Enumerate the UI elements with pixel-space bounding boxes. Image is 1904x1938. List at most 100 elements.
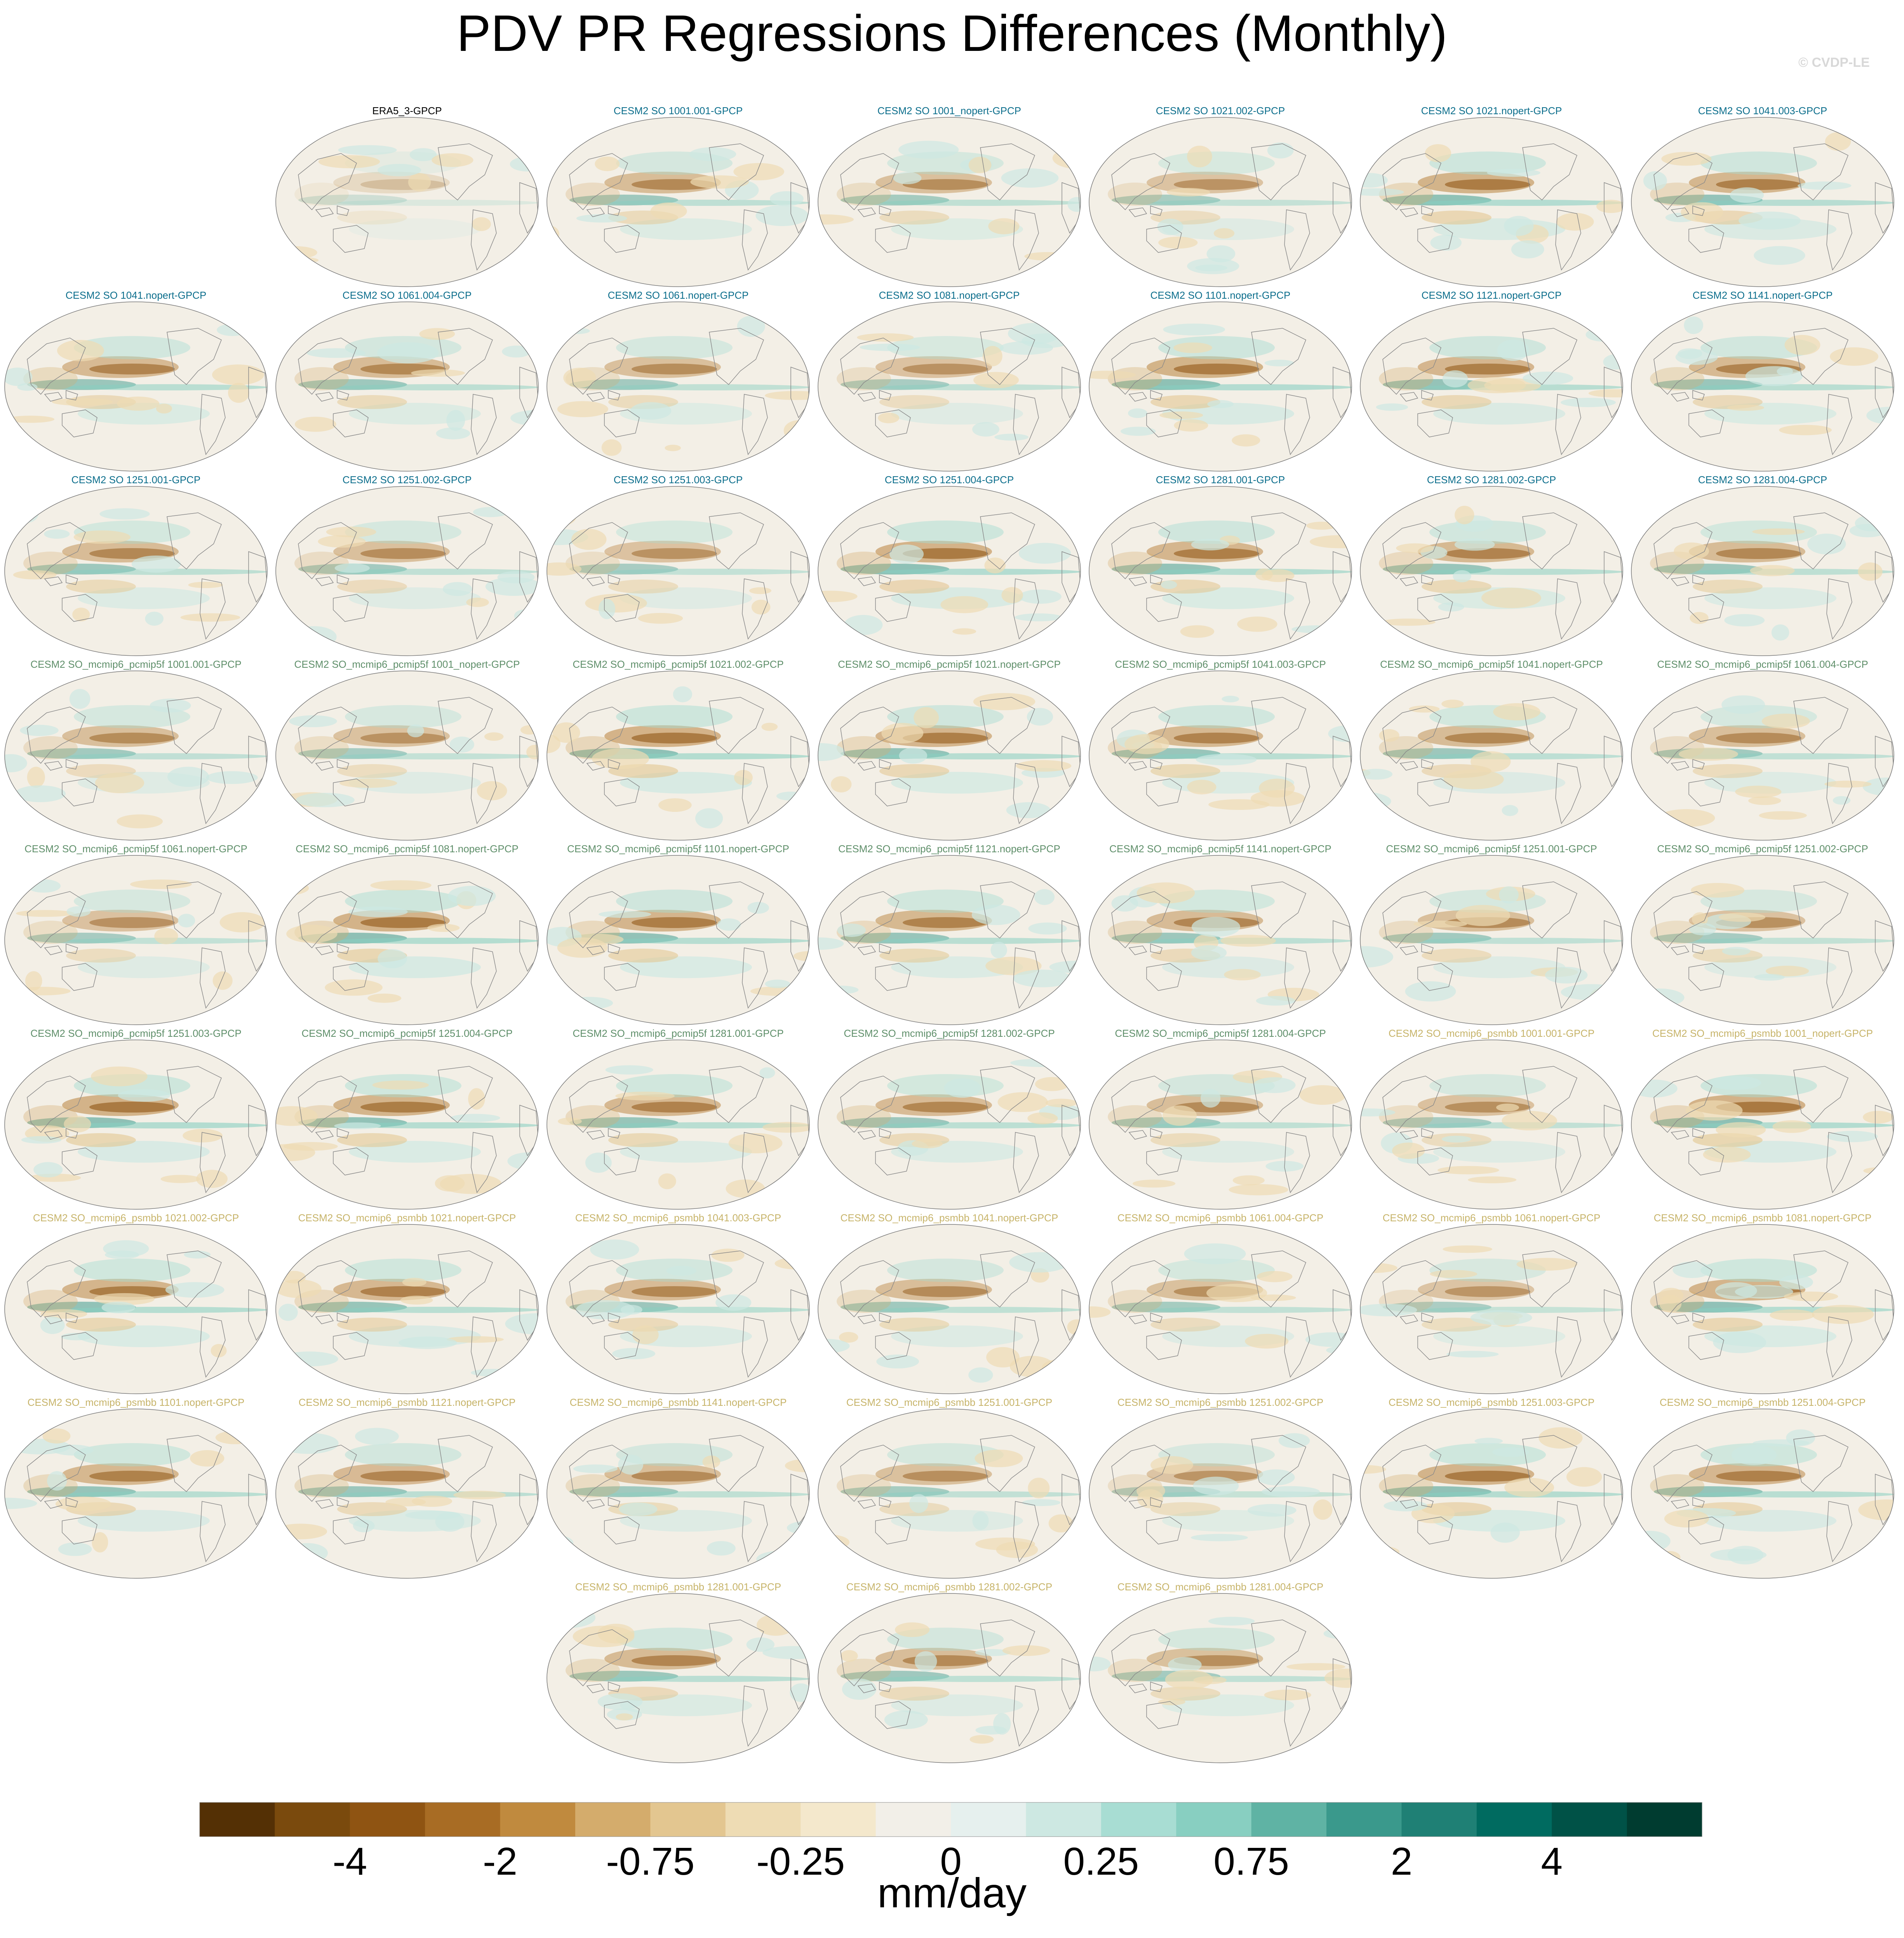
panel-title: CESM2 SO 1041.003-GPCP	[1698, 105, 1827, 117]
regression-map	[546, 301, 810, 472]
regression-map	[1631, 486, 1894, 656]
panel-title: CESM2 SO_mcmip6_pcmip5f 1281.004-GPCP	[1115, 1027, 1326, 1039]
panel-title: CESM2 SO 1061.004-GPCP	[342, 289, 472, 301]
panel-title: CESM2 SO_mcmip6_psmbb 1061.004-GPCP	[1117, 1212, 1324, 1224]
regression-map	[1089, 1409, 1352, 1579]
regression-map	[546, 1224, 810, 1394]
panel-title: CESM2 SO_mcmip6_psmbb 1281.004-GPCP	[1117, 1581, 1324, 1593]
regression-map	[1089, 1593, 1352, 1763]
regression-map	[4, 1224, 268, 1394]
panel-title: CESM2 SO_mcmip6_psmbb 1021.002-GPCP	[33, 1212, 239, 1224]
regression-map	[1089, 117, 1352, 287]
panel-title: CESM2 SO_mcmip6_psmbb 1001.001-GPCP	[1388, 1027, 1595, 1039]
colorbar-tick-label: 0.25	[1063, 1840, 1139, 1883]
panel-title: CESM2 SO_mcmip6_pcmip5f 1121.nopert-GPCP	[838, 843, 1060, 855]
panel-title: CESM2 SO_mcmip6_pcmip5f 1061.004-GPCP	[1657, 658, 1868, 670]
regression-map	[1360, 1224, 1623, 1394]
panel-title: CESM2 SO_mcmip6_pcmip5f 1001_nopert-GPCP	[294, 658, 520, 670]
panel-title: CESM2 SO_mcmip6_pcmip5f 1041.nopert-GPCP	[1380, 658, 1603, 670]
regression-map	[818, 1224, 1081, 1394]
regression-map	[1089, 1224, 1352, 1394]
panel-title: CESM2 SO_mcmip6_pcmip5f 1021.nopert-GPCP	[838, 658, 1061, 670]
regression-map	[1089, 855, 1352, 1025]
panel-title: CESM2 SO_mcmip6_pcmip5f 1041.003-GPCP	[1115, 658, 1326, 670]
panel-title: CESM2 SO_mcmip6_pcmip5f 1081.nopert-GPCP	[296, 843, 519, 855]
regression-map	[1360, 301, 1623, 472]
regression-map	[275, 670, 539, 841]
colorbar-tick-label: -2	[483, 1840, 518, 1883]
regression-map	[1631, 1224, 1894, 1394]
regression-map	[1631, 117, 1894, 287]
panel-title: CESM2 SO_mcmip6_psmbb 1251.002-GPCP	[1117, 1396, 1324, 1408]
regression-map	[818, 670, 1081, 841]
panel-title: CESM2 SO 1251.004-GPCP	[884, 474, 1014, 486]
regression-map	[4, 855, 268, 1025]
regression-map	[546, 855, 810, 1025]
regression-map	[546, 486, 810, 656]
regression-map	[1360, 1040, 1623, 1210]
panel-title: CESM2 SO_mcmip6_psmbb 1251.001-GPCP	[846, 1396, 1053, 1408]
regression-map	[1089, 486, 1352, 656]
panel-title: CESM2 SO_mcmip6_psmbb 1281.002-GPCP	[846, 1581, 1053, 1593]
page-title: PDV PR Regressions Differences (Monthly)	[456, 5, 1448, 62]
regression-map	[1360, 486, 1623, 656]
regression-map	[818, 1409, 1081, 1579]
panel-title: CESM2 SO_mcmip6_psmbb 1001_nopert-GPCP	[1652, 1027, 1873, 1039]
panel-title: CESM2 SO_mcmip6_pcmip5f 1281.002-GPCP	[844, 1027, 1055, 1039]
regression-map	[1360, 1409, 1623, 1579]
regression-map	[818, 486, 1081, 656]
regression-map	[546, 1040, 810, 1210]
regression-map	[4, 486, 268, 656]
regression-map	[818, 1593, 1081, 1763]
panel-title: CESM2 SO_mcmip6_pcmip5f 1021.002-GPCP	[573, 658, 784, 670]
panel-title: CESM2 SO_mcmip6_pcmip5f 1141.nopert-GPCP	[1109, 843, 1331, 855]
panel-title: CESM2 SO 1141.nopert-GPCP	[1692, 289, 1833, 301]
panel-title: CESM2 SO 1021.002-GPCP	[1156, 105, 1285, 117]
panel-title: CESM2 SO_mcmip6_psmbb 1041.nopert-GPCP	[840, 1212, 1058, 1224]
regression-map	[818, 855, 1081, 1025]
regression-map	[275, 486, 539, 656]
panel-title: CESM2 SO_mcmip6_psmbb 1251.004-GPCP	[1659, 1396, 1866, 1408]
panel-title: CESM2 SO_mcmip6_pcmip5f 1251.002-GPCP	[1657, 843, 1868, 855]
panel-title: CESM2 SO 1061.nopert-GPCP	[607, 289, 749, 301]
colorbar-tick-label: -0.75	[606, 1840, 695, 1883]
panel-title: CESM2 SO 1001.001-GPCP	[613, 105, 743, 117]
regression-map	[1631, 855, 1894, 1025]
regression-map	[275, 855, 539, 1025]
panel-title: CESM2 SO 1251.001-GPCP	[71, 474, 201, 486]
panel-title: CESM2 SO_mcmip6_psmbb 1061.nopert-GPCP	[1382, 1212, 1601, 1224]
colorbar-tick-label: 2	[1391, 1840, 1413, 1883]
panel-title: CESM2 SO 1281.001-GPCP	[1156, 474, 1285, 486]
regression-map	[818, 1040, 1081, 1210]
panel-title: CESM2 SO 1281.004-GPCP	[1698, 474, 1827, 486]
regression-map	[4, 1040, 268, 1210]
watermark: © CVDP-LE	[1798, 55, 1870, 70]
regression-map	[4, 301, 268, 472]
colorbar-tick-label: 0	[940, 1840, 962, 1883]
panel-title: CESM2 SO 1281.002-GPCP	[1427, 474, 1556, 486]
panel-title: CESM2 SO 1081.nopert-GPCP	[879, 289, 1020, 301]
panel-title: CESM2 SO 1101.nopert-GPCP	[1150, 289, 1291, 301]
panel-title: CESM2 SO_mcmip6_pcmip5f 1281.001-GPCP	[573, 1027, 784, 1039]
panel-title: CESM2 SO_mcmip6_pcmip5f 1061.nopert-GPCP	[24, 843, 247, 855]
regression-map	[546, 1593, 810, 1763]
regression-map	[1089, 301, 1352, 472]
panel-title: CESM2 SO_mcmip6_psmbb 1281.001-GPCP	[575, 1581, 781, 1593]
regression-map	[1360, 670, 1623, 841]
colorbar-units-label: mm/day	[877, 1869, 1027, 1916]
panel-title: ERA5_3-GPCP	[372, 105, 442, 117]
regression-map	[1631, 670, 1894, 841]
regression-map	[4, 1409, 268, 1579]
panel-title: CESM2 SO_mcmip6_pcmip5f 1251.003-GPCP	[30, 1027, 242, 1039]
regression-map	[1631, 301, 1894, 472]
regression-map	[1631, 1040, 1894, 1210]
regression-map	[818, 301, 1081, 472]
panel-title: CESM2 SO_mcmip6_psmbb 1041.003-GPCP	[575, 1212, 781, 1224]
panel-title: CESM2 SO_mcmip6_pcmip5f 1251.004-GPCP	[301, 1027, 513, 1039]
panel-title: CESM2 SO 1021.nopert-GPCP	[1421, 105, 1562, 117]
regression-map	[546, 670, 810, 841]
panel-title: CESM2 SO 1041.nopert-GPCP	[65, 289, 207, 301]
colorbar-tick-label: 4	[1541, 1840, 1563, 1883]
panel-title: CESM2 SO_mcmip6_psmbb 1251.003-GPCP	[1388, 1396, 1595, 1408]
